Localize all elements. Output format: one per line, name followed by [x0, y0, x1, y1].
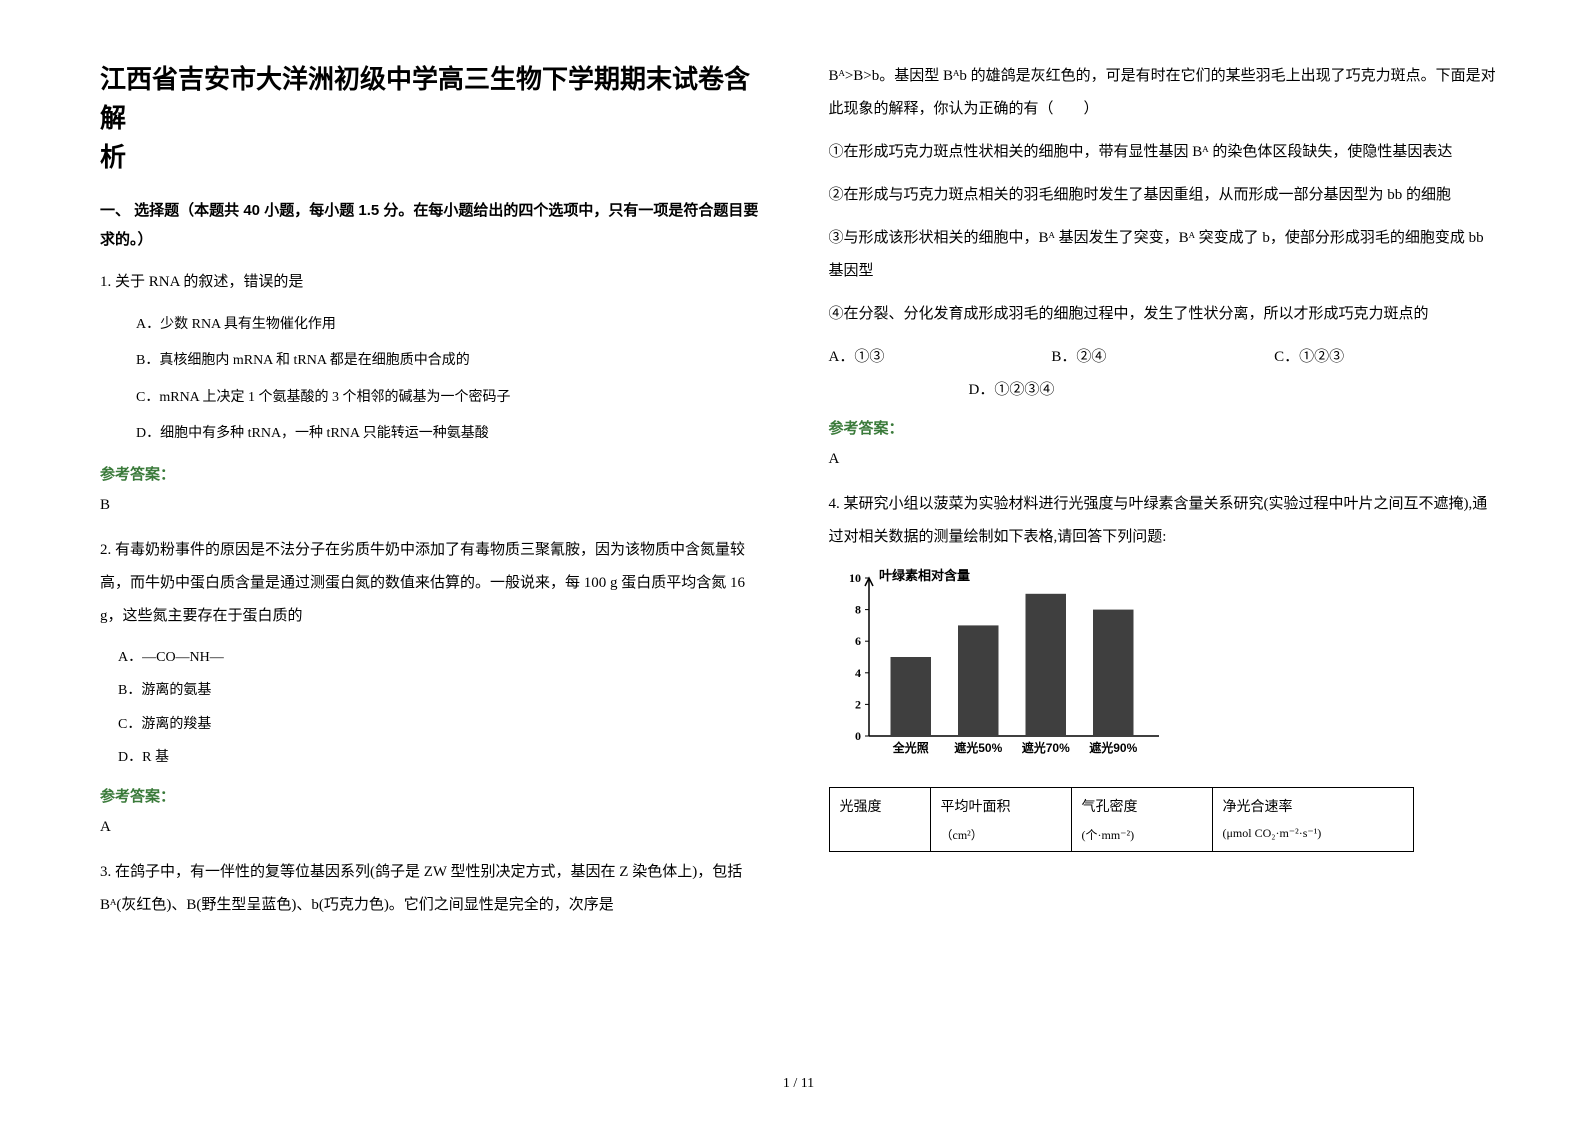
q3-answer: A [829, 444, 1498, 474]
title-line-2: 析 [100, 142, 126, 172]
svg-text:遮光70%: 遮光70% [1021, 740, 1069, 755]
q4-stem: 4. 某研究小组以菠菜为实验材料进行光强度与叶绿素含量关系研究(实验过程中叶片之… [829, 488, 1498, 554]
q2-stem: 2. 有毒奶粉事件的原因是不法分子在劣质牛奶中添加了有毒物质三聚氰胺，因为该物质… [100, 534, 769, 633]
q1-option-b: B．真核细胞内 mRNA 和 tRNA 都是在细胞质中合成的 [136, 343, 769, 379]
table-header-cell: 平均叶面积（cm²） [930, 788, 1071, 852]
q1-option-d: D．细胞中有多种 tRNA，一种 tRNA 只能转运一种氨基酸 [136, 416, 769, 452]
q2-option-d: D．R 基 [118, 741, 769, 775]
q2-options: A．—CO—NH— B．游离的氨基 C．游离的羧基 D．R 基 [100, 641, 769, 775]
q1-stem: 1. 关于 RNA 的叙述，错误的是 [100, 266, 769, 299]
q2-answer: A [100, 812, 769, 842]
q3-statement-2: ②在形成与巧克力斑点相关的羽毛细胞时发生了基因重组，从而形成一部分基因型为 bb… [829, 179, 1498, 212]
svg-text:10: 10 [849, 571, 861, 585]
q2-option-b: B．游离的氨基 [118, 674, 769, 708]
svg-text:0: 0 [855, 729, 861, 743]
svg-text:2: 2 [855, 697, 861, 711]
q4-table: 光强度 平均叶面积（cm²）气孔密度(个·mm⁻²)净光合速率(μmol CO₂… [829, 787, 1414, 852]
two-column-layout: 江西省吉安市大洋洲初级中学高三生物下学期期末试卷含解 析 一、 选择题（本题共 … [100, 60, 1497, 1060]
svg-text:8: 8 [855, 603, 861, 617]
svg-text:遮光90%: 遮光90% [1089, 740, 1137, 755]
svg-text:全光照: 全光照 [891, 740, 928, 755]
q3-answer-label: 参考答案： [829, 417, 1498, 438]
q1-answer-label: 参考答案： [100, 463, 769, 484]
left-column: 江西省吉安市大洋洲初级中学高三生物下学期期末试卷含解 析 一、 选择题（本题共 … [100, 60, 769, 1060]
q3-stem-right: Bᴬ>B>b。基因型 Bᴬb 的雄鸽是灰红色的，可是有时在它们的某些羽毛上出现了… [829, 60, 1498, 126]
q3-choice-row-2: D．①②③④ [829, 374, 1498, 407]
q1-answer: B [100, 490, 769, 520]
svg-text:遮光50%: 遮光50% [954, 740, 1002, 755]
page-footer: 1 / 11 [100, 1076, 1497, 1092]
q3-choice-row-1: A．①③ B．②④ C．①②③ [829, 341, 1498, 374]
q3-choice-c: C．①②③ [1274, 341, 1497, 374]
q4-chart: 叶绿素相对含量 0 2 4 6 8 10 全光照 遮光50% 遮光70% 遮光90% [829, 564, 1498, 769]
q3-statement-4: ④在分裂、分化发育成形成羽毛的细胞过程中，发生了性状分离，所以才形成巧克力斑点的 [829, 298, 1498, 331]
table-header-cell: 气孔密度(个·mm⁻²) [1071, 788, 1212, 852]
svg-text:叶绿素相对含量: 叶绿素相对含量 [879, 568, 970, 583]
table-header-cell: 光强度 [829, 788, 930, 852]
q3-choice-d: D．①②③④ [969, 382, 1055, 398]
q2-answer-label: 参考答案： [100, 785, 769, 806]
q3-stem-left: 3. 在鸽子中，有一伴性的复等位基因系列(鸽子是 ZW 型性别决定方式，基因在 … [100, 856, 769, 922]
q3-statement-1: ①在形成巧克力斑点性状相关的细胞中，带有显性基因 Bᴬ 的染色体区段缺失，使隐性… [829, 136, 1498, 169]
q1-options: A．少数 RNA 具有生物催化作用 B．真核细胞内 mRNA 和 tRNA 都是… [100, 307, 769, 453]
q3-choice-b: B．②④ [1051, 341, 1274, 374]
bar-chart-svg: 叶绿素相对含量 0 2 4 6 8 10 全光照 遮光50% 遮光70% 遮光90% [829, 564, 1179, 764]
document-title: 江西省吉安市大洋洲初级中学高三生物下学期期末试卷含解 析 [100, 60, 769, 177]
q2-option-c: C．游离的羧基 [118, 708, 769, 742]
svg-text:4: 4 [855, 666, 861, 680]
q3-choice-a: A．①③ [829, 341, 1052, 374]
table-header-cell: 净光合速率(μmol CO₂·m⁻²·s⁻¹) [1212, 788, 1413, 852]
q1-option-c: C．mRNA 上决定 1 个氨基酸的 3 个相邻的碱基为一个密码子 [136, 380, 769, 416]
q1-option-a: A．少数 RNA 具有生物催化作用 [136, 307, 769, 343]
page: 江西省吉安市大洋洲初级中学高三生物下学期期末试卷含解 析 一、 选择题（本题共 … [0, 0, 1587, 1122]
q2-option-a: A．—CO—NH— [118, 641, 769, 675]
right-column: Bᴬ>B>b。基因型 Bᴬb 的雄鸽是灰红色的，可是有时在它们的某些羽毛上出现了… [829, 60, 1498, 1060]
q3-statement-3: ③与形成该形状相关的细胞中，Bᴬ 基因发生了突变，Bᴬ 突变成了 b，使部分形成… [829, 222, 1498, 288]
title-line-1: 江西省吉安市大洋洲初级中学高三生物下学期期末试卷含解 [100, 64, 750, 133]
section-1-heading: 一、 选择题（本题共 40 小题，每小题 1.5 分。在每小题给出的四个选项中，… [100, 197, 769, 254]
svg-text:6: 6 [855, 634, 861, 648]
